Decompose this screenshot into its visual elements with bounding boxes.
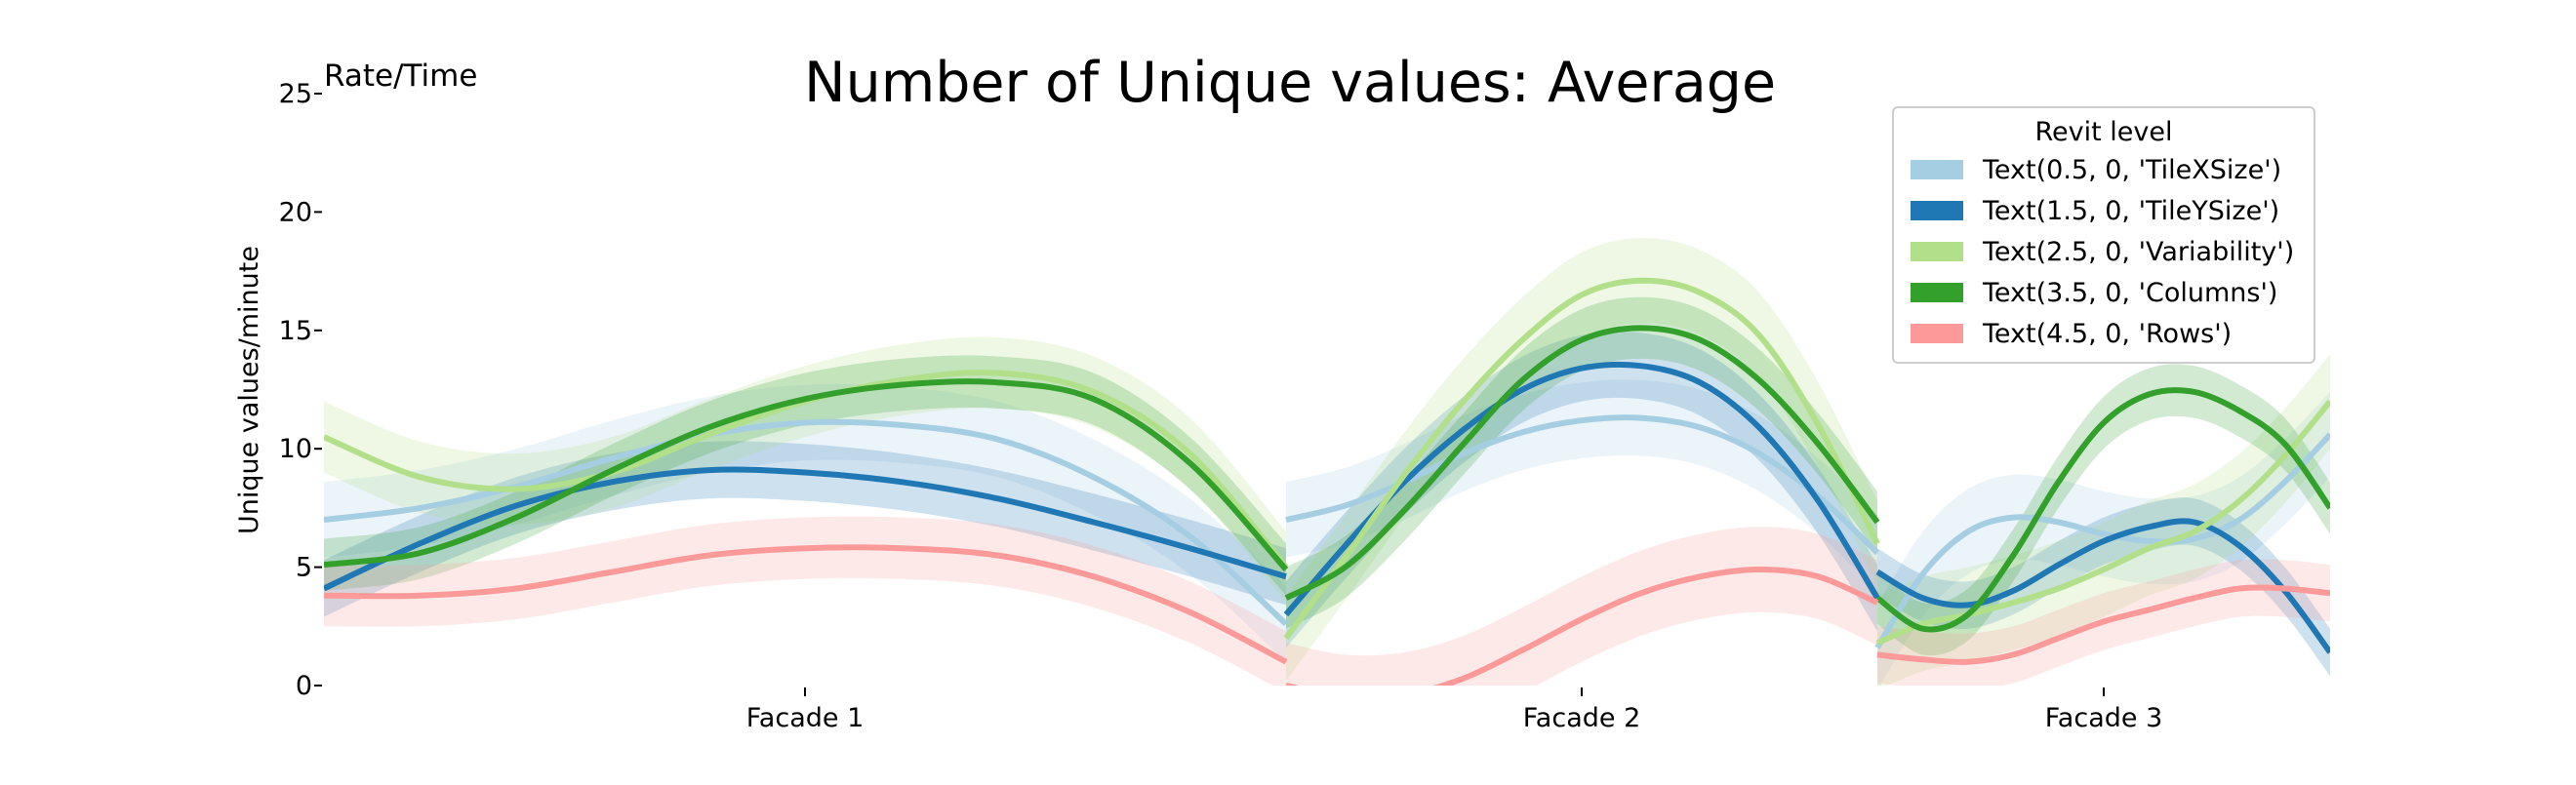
series-line-3-facade-3 <box>1875 399 2330 647</box>
series-line-4-facade-1 <box>324 378 1289 572</box>
y-tick-label: 10 <box>279 434 312 464</box>
confidence-band-2-facade-2 <box>1286 331 1877 648</box>
legend-label: Text(1.5, 0, 'TileYSize') <box>1982 196 2279 226</box>
y-axis-label: Unique values/minute <box>234 246 264 534</box>
confidence-band-4-facade-3 <box>1877 364 2330 656</box>
chart-title: Number of Unique values: Average <box>804 51 1776 115</box>
series-line-5-facade-2 <box>1286 567 1879 686</box>
x-tick-label: Facade 2 <box>1523 703 1641 733</box>
legend-swatch <box>1911 283 1963 302</box>
x-axis: Facade 1 Facade 2 Facade 3 <box>746 687 2163 733</box>
y-tick-label: 15 <box>279 316 312 346</box>
confidence-band-5-facade-1 <box>324 516 1286 686</box>
confidence-band-3-facade-1 <box>324 336 1286 603</box>
confidence-band-3-facade-2 <box>1286 238 1877 682</box>
series-line-2-facade-3 <box>1875 518 2330 654</box>
legend-swatch <box>1911 242 1963 261</box>
legend-swatch <box>1911 324 1963 343</box>
y-tick-label: 0 <box>296 671 312 701</box>
legend-title: Revit level <box>2034 117 2172 147</box>
x-tick-label: Facade 1 <box>746 703 865 733</box>
legend-swatch <box>1911 201 1963 220</box>
series-line-5-facade-3 <box>1876 584 2330 665</box>
series-line-5-facade-1 <box>324 544 1288 665</box>
legend-items: Text(0.5, 0, 'TileXSize') Text(1.5, 0, 'T… <box>1911 155 2294 349</box>
series-line-1-facade-1 <box>324 418 1289 627</box>
plot-area <box>324 238 2330 686</box>
y-tick-label: 5 <box>296 553 312 583</box>
y-axis: 0 5 10 15 20 25 <box>279 79 322 701</box>
legend: Revit level Text(0.5, 0, 'TileXSize')Tex… <box>1892 106 2315 364</box>
legend-label: Text(0.5, 0, 'TileXSize') <box>1982 155 2281 185</box>
series-line-1-facade-3 <box>1874 432 2330 649</box>
legend-label: Text(4.5, 0, 'Rows') <box>1982 319 2232 349</box>
y-tick-label: 20 <box>279 197 312 227</box>
confidence-band-5-facade-2 <box>1286 527 1877 686</box>
series-line-4-facade-2 <box>1284 325 1880 601</box>
series-line-1-facade-2 <box>1285 414 1880 556</box>
series-lines <box>324 277 2330 686</box>
series-line-3-facade-2 <box>1283 277 1880 641</box>
series-line-2-facade-1 <box>324 466 1287 592</box>
confidence-band-2-facade-3 <box>1877 497 2330 677</box>
legend-swatch <box>1911 160 1963 179</box>
legend-label: Text(2.5, 0, 'Variability') <box>1982 237 2294 267</box>
confidence-band-4-facade-2 <box>1286 296 1877 629</box>
legend-label: Text(3.5, 0, 'Columns') <box>1982 278 2277 308</box>
y-tick-label: 25 <box>279 79 312 109</box>
rate-time-label: Rate/Time <box>324 59 477 94</box>
legend-frame <box>1892 106 2315 364</box>
series-line-4-facade-3 <box>1875 387 2330 633</box>
x-tick-label: Facade 3 <box>2045 703 2163 733</box>
